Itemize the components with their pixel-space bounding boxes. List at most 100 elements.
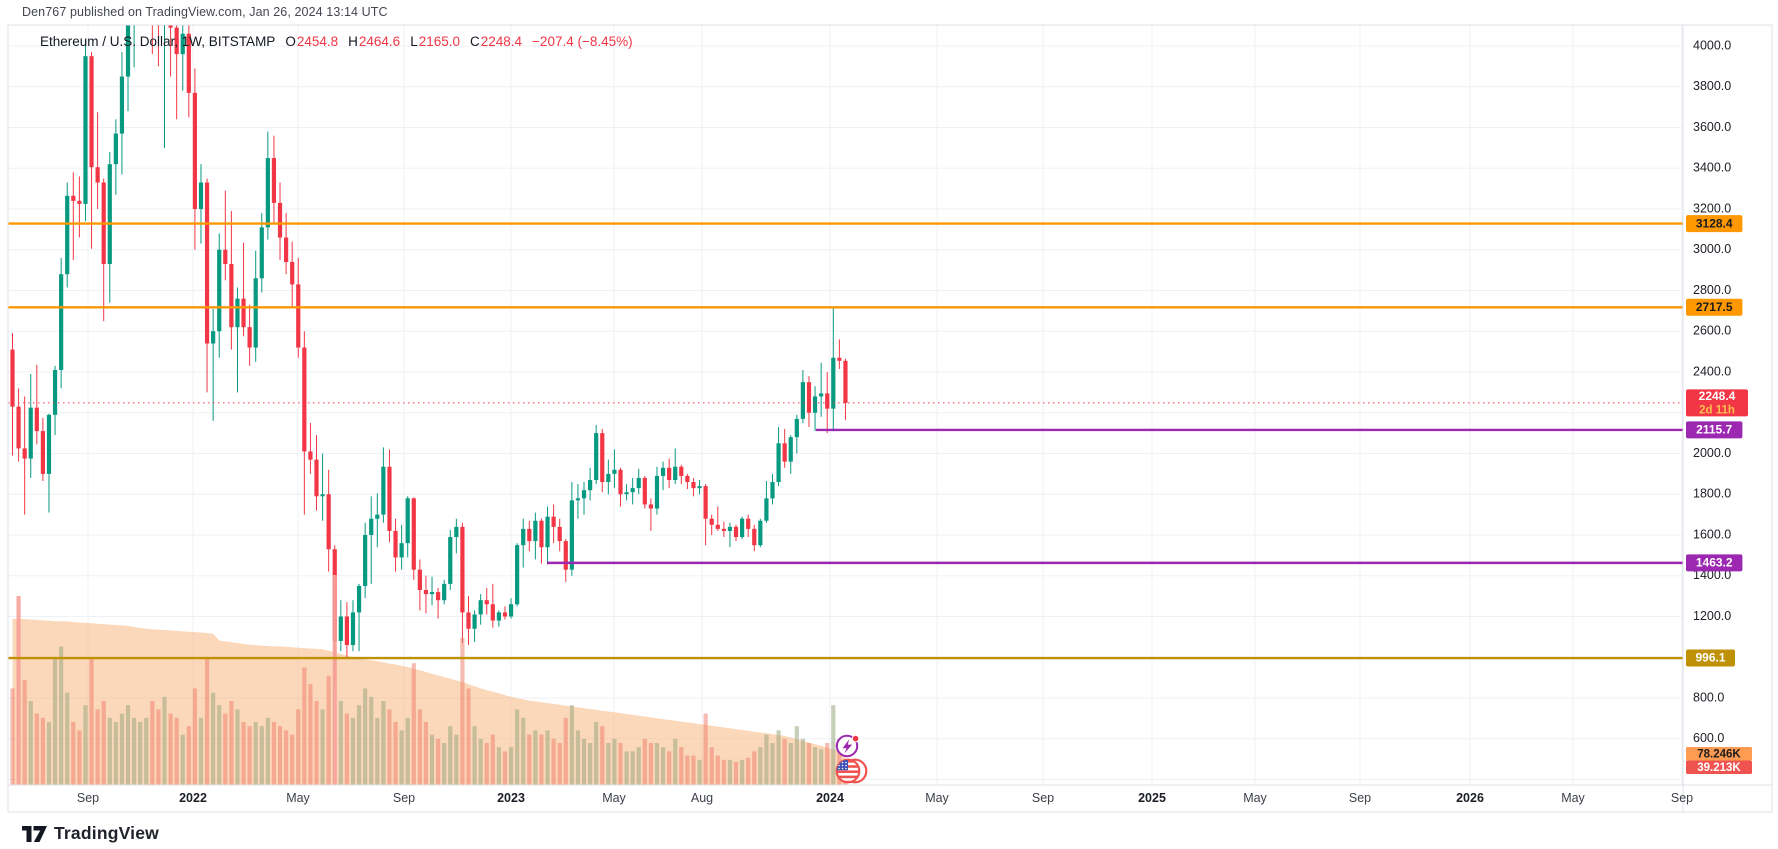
price-level-badge (1686, 298, 1743, 316)
volume-bar (235, 709, 240, 785)
price-level-badges: 3128.4 2717.5 2115.7 1463.2 996.1 (1686, 215, 1743, 667)
candle-body (490, 604, 495, 621)
volume-bar (180, 734, 185, 785)
volume-bar (825, 743, 830, 785)
volume-bar (630, 751, 635, 785)
close-label: C (470, 34, 480, 49)
volume-bar (539, 734, 544, 785)
candle-body (399, 543, 404, 558)
price-level-badge (1686, 649, 1735, 667)
price-axis-label: 2600.0 (1693, 324, 1731, 338)
candle-body (746, 518, 751, 529)
chart-legend: Ethereum / U.S. Dollar, 1W, BITSTAMP O245… (40, 34, 633, 49)
volume-bar (679, 747, 684, 785)
candle-body (825, 393, 830, 409)
tradingview-footer[interactable]: TradingView (22, 821, 159, 845)
volume-bar (125, 705, 131, 785)
candle-body (344, 616, 349, 646)
candle-body (770, 482, 775, 499)
candle-body (539, 520, 544, 548)
time-axis[interactable]: Sep 2022 May Sep 2023 May Aug 2024 May Sep 2025 May… (77, 791, 1693, 805)
volume-bar (800, 738, 805, 785)
price-axis-label: 3200.0 (1693, 201, 1731, 215)
volume-bar (454, 734, 459, 785)
candle-body (217, 249, 222, 332)
candle-body (363, 535, 368, 586)
candle-body (387, 466, 392, 531)
lightning-sticker-icon[interactable] (835, 734, 860, 758)
candle-body (764, 498, 769, 521)
candle-body (679, 466, 684, 476)
candle-body (277, 202, 283, 238)
candle-body (843, 360, 848, 403)
candle-body (284, 237, 289, 262)
volume-bar (156, 709, 161, 785)
volume-bar (733, 761, 739, 785)
candle-body (660, 467, 666, 476)
time-axis-label: May (925, 791, 949, 805)
time-axis-label: Aug (691, 791, 713, 805)
candle-body (356, 585, 362, 613)
volume-bar (65, 692, 70, 785)
candle-body (290, 261, 295, 285)
candle-body (442, 583, 447, 601)
candle-body (727, 526, 733, 531)
current-price-value: 2248.4 (1699, 389, 1736, 403)
tradingview-logo-icon[interactable] (22, 821, 47, 845)
candle-body (235, 298, 240, 328)
us-flag-globe-sticker-icon[interactable] (835, 758, 868, 784)
candle-body (800, 382, 805, 419)
volume-bars (10, 575, 848, 785)
volume-bar (192, 688, 197, 785)
candle-body (733, 526, 739, 538)
candle-body (156, 25, 161, 26)
price-axis-label: 600.0 (1693, 731, 1724, 745)
candle-body (113, 133, 118, 165)
volume-bar (150, 701, 155, 785)
price-axis-label: 4000.0 (1693, 38, 1731, 52)
volume-bar (296, 709, 301, 785)
candle-body (648, 504, 653, 509)
candle-body (460, 526, 465, 613)
volume-bar (812, 747, 818, 785)
volume-bar (247, 726, 252, 785)
volume-bar (381, 701, 386, 785)
candle-body (691, 482, 696, 489)
volume-bar (660, 747, 666, 785)
candle-body (211, 331, 216, 344)
price-axis-label: 1400.0 (1693, 568, 1731, 582)
candles[interactable] (10, 0, 848, 682)
candle-body (436, 592, 441, 601)
volume-bar (77, 730, 82, 785)
volume-bar (515, 709, 520, 785)
candle-body (533, 520, 538, 542)
candle-body (28, 407, 33, 459)
volume-bar (612, 738, 617, 785)
candle-body (198, 182, 204, 209)
volume-bar (575, 730, 581, 785)
volume-bar (484, 743, 489, 785)
candle-body (557, 526, 562, 542)
candle-body (812, 396, 818, 413)
candle-body (563, 541, 568, 570)
candle-body (685, 475, 690, 483)
volume-bar (314, 701, 319, 785)
candle-body (636, 477, 641, 489)
volume-bar (204, 659, 210, 785)
volume-bar (399, 730, 404, 785)
bar-countdown: 2d 11h (1699, 404, 1735, 416)
candle-body (794, 418, 799, 438)
price-axis-label: 3800.0 (1693, 79, 1731, 93)
candle-body (448, 537, 453, 584)
volume-bar (211, 692, 216, 785)
level-lines[interactable] (8, 222, 1683, 660)
volume-bar (618, 743, 623, 785)
volume-bar (521, 717, 526, 785)
candle-body (59, 274, 64, 370)
candle-body (393, 530, 398, 558)
candle-body (259, 227, 264, 279)
candle-body (107, 164, 112, 265)
price-axis[interactable]: 4000.0 3800.0 3600.0 3400.0 3200.0 3000.0 2800… (1693, 38, 1731, 745)
volume-bar (806, 743, 812, 785)
